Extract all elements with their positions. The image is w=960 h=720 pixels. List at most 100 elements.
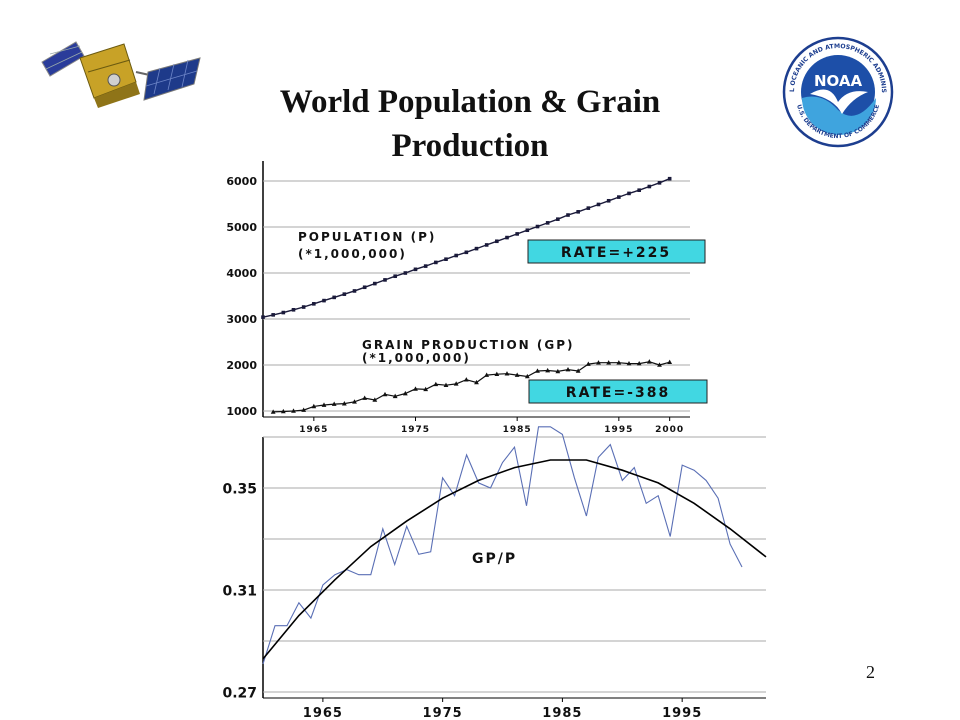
top-chart-series [261,176,673,414]
bottom-chart-y-ticks: 0.27 0.31 0.35 [222,481,257,701]
population-series-point [515,232,519,236]
grain-series-point [341,401,347,406]
grain-series-point [545,367,551,373]
population-series-point [322,298,326,303]
grain-series-point [453,381,459,386]
grain-series-point [362,395,368,400]
ratio-fit-curve [262,459,767,660]
bottom-chart-x-tick-label: 1965 [303,706,343,720]
bottom-chart-x-tick-label: 1985 [542,706,582,720]
grain-series-point [413,386,418,391]
grain-series-point [657,362,662,367]
population-series-point [576,210,580,214]
top-chart-y-tick-label: 6000 [226,175,257,188]
grain-series-point [535,368,540,373]
satellite-icon [41,41,201,108]
top-chart-y-ticks: 1000 2000 3000 4000 5000 6000 [226,175,257,418]
population-series-point [312,302,316,306]
grain-label: GRAIN PRODUCTION (GP) [362,338,575,352]
rate-pop-box [527,239,706,264]
population-series-point [474,246,479,251]
population-series-point [566,213,570,217]
top-chart-x-tick-label: 1985 [503,425,532,435]
top-chart-y-tick-label: 4000 [226,267,257,280]
grain-series-point [636,361,642,366]
bottom-chart-y-tick-label: 0.31 [222,583,257,599]
bottom-chart-x-ticks: 1965 1975 1985 1995 [303,698,701,720]
top-chart-y-tick-label: 1000 [226,405,257,418]
grain-series-point [626,361,632,366]
top-chart-x-tick-label: 1975 [401,425,430,435]
grain-series-point [504,371,510,376]
grain-series-point [352,399,357,404]
grain-series-point [382,391,388,397]
population-series-point [505,235,509,240]
population-series-point [342,292,347,296]
population-series-point [627,191,631,196]
population-series-point [444,257,448,261]
top-chart-x-tick-label: 1995 [604,425,633,435]
ratio-label: GP/P [472,551,517,567]
grain-series-point [321,402,327,407]
top-chart-x-ticks: 1965 1975 1985 1995 2000 [299,417,683,435]
grain-series-point [606,360,612,365]
grain-series-point [311,403,317,409]
population-series-point [403,271,408,275]
population-series-point [413,267,418,272]
grain-series-point [585,361,591,366]
grain-series-point [565,367,571,372]
rate-grain-label: RATE=-388 [566,385,670,401]
population-series-point [495,239,499,244]
bottom-chart-y-tick-label: 0.27 [222,685,257,701]
population-series-point [586,206,591,210]
grain-series-point [331,401,337,406]
noaa-wordmark: NOAA [814,72,863,90]
grain-series-point [494,371,500,376]
top-chart-grid [262,161,690,418]
top-chart-x-tick-label: 1965 [299,425,328,435]
population-series-point [657,181,662,185]
slide-title: World Population & Grain Production [279,84,661,164]
population-series-point [352,289,357,293]
grain-unit: (*1,000,000) [362,351,471,365]
noaa-logo: NOAA NATIONAL OCEANIC AND ATMOSPHERIC AD… [782,36,894,148]
top-chart-y-tick-label: 3000 [226,313,257,326]
bottom-chart-series [262,426,767,665]
grain-series-point [291,408,296,413]
population-series-point [545,221,550,225]
grain-series-point [667,359,673,365]
grain-series-point [596,360,601,365]
grain-series [273,361,670,413]
top-chart-y-tick-label: 5000 [226,221,257,234]
grain-series-point [392,393,398,399]
ratio-series [262,426,743,665]
population-series-point [535,224,540,229]
population-series-point [454,253,458,258]
population-series-point [383,278,387,282]
top-chart-y-tick-label: 2000 [226,359,257,372]
population-series-point [362,285,367,290]
grain-series-point [423,386,429,392]
grain-series-point [575,368,581,373]
population-series-point [393,274,397,279]
grain-series-point [301,407,307,412]
bottom-chart-grid [262,436,766,699]
grain-series-point [270,409,276,414]
grain-series-point [372,397,378,402]
population-series-point [525,228,530,233]
slide-number: 2 [866,662,875,682]
population-series-point [291,308,296,312]
grain-series-point [280,408,286,414]
grain-series-point [484,372,490,377]
grain-series-point [433,381,439,387]
population-series-point [464,250,469,255]
rate-pop-label: RATE=+225 [561,245,671,261]
grain-series-point [514,372,520,377]
grain-series-point [646,359,652,364]
grain-series-point [463,377,469,382]
grain-series-point [443,382,449,388]
population-series-point [281,310,286,315]
population-unit: (*1,000,000) [298,247,407,261]
